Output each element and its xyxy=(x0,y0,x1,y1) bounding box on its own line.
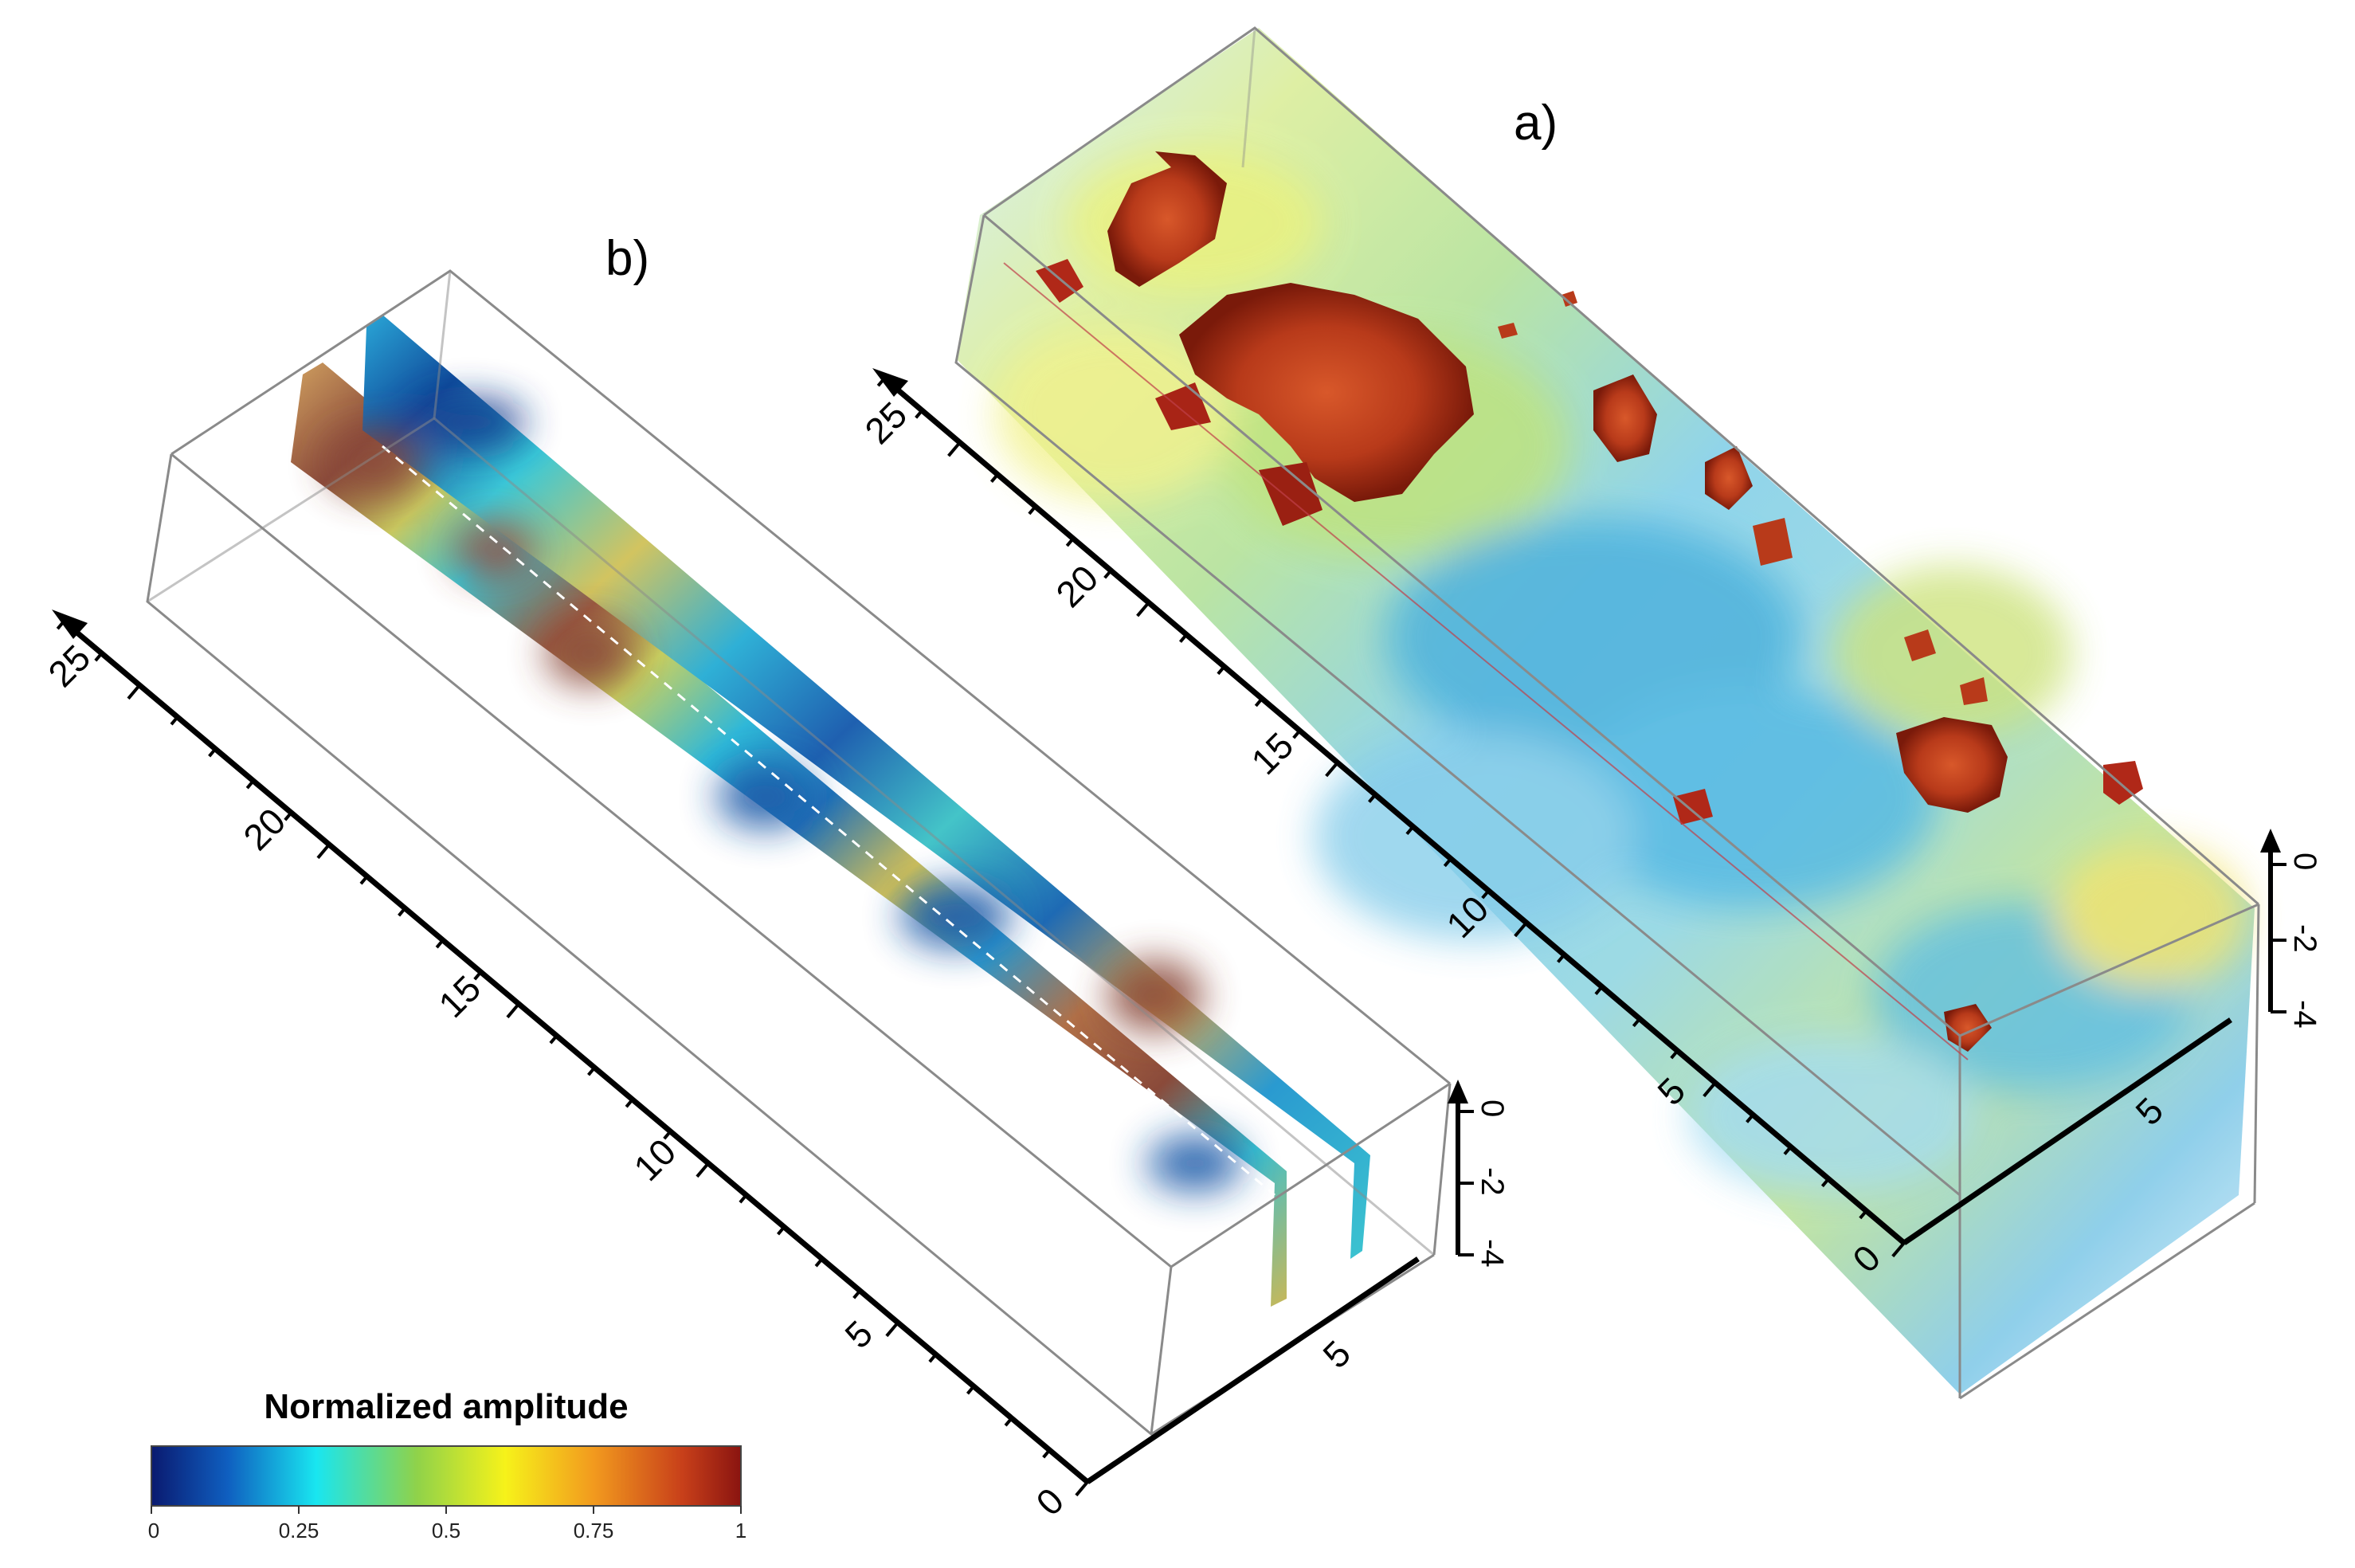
depth-tick-label-b-m2: -2 xyxy=(1475,1167,1510,1196)
axis-tick xyxy=(506,1002,520,1019)
axis-tick xyxy=(1028,505,1037,515)
axis-tick xyxy=(947,441,962,457)
axis-tick xyxy=(625,1098,634,1108)
slice-box xyxy=(146,269,1452,1437)
axis-tick xyxy=(1254,697,1264,708)
axis-tick xyxy=(1004,1417,1013,1427)
axis-tick xyxy=(1368,794,1377,803)
axis-tick xyxy=(1042,1448,1051,1459)
depth-tick-label-a-m4: -4 xyxy=(2287,1000,2322,1029)
colorbar-tick-0: 0 xyxy=(148,1519,159,1543)
axis-tick xyxy=(1481,889,1491,900)
tick-label-a-15: 15 xyxy=(1243,724,1301,782)
vertical-slices xyxy=(291,315,1370,1307)
panel-a-label: a) xyxy=(1514,96,1558,151)
panel-b: b) 0 5 10 15 20 25 5 0 -2 -4 xyxy=(40,231,1510,1523)
axis-tick xyxy=(170,715,179,726)
axis-tick xyxy=(852,1289,861,1299)
axis-tick xyxy=(1065,537,1075,547)
axis-tick xyxy=(663,1130,672,1140)
tick-label-a-20: 20 xyxy=(1048,557,1106,615)
axis-tick xyxy=(549,1034,558,1045)
depth-tick-label-a-m2: -2 xyxy=(2287,924,2322,953)
axis-tick xyxy=(587,1066,596,1076)
axis-tick xyxy=(966,1385,975,1395)
axis-tick xyxy=(1178,633,1188,643)
axis-tick xyxy=(915,409,923,419)
axis-tick xyxy=(1891,1241,1906,1258)
axis-tick xyxy=(473,970,483,981)
axis-tick xyxy=(1405,825,1415,836)
axis-tick xyxy=(1103,569,1112,579)
colorbar-tick-0-75: 0.75 xyxy=(574,1519,614,1543)
colorbar-tick-1: 1 xyxy=(735,1519,746,1543)
axis-tick xyxy=(1292,729,1302,739)
tick-label-b-0: 0 xyxy=(1028,1480,1072,1523)
axis-tick xyxy=(1783,1146,1793,1155)
axis-tick xyxy=(989,473,999,484)
tick-label-b-5: 5 xyxy=(837,1312,880,1356)
colorbar-title: Normalized amplitude xyxy=(264,1387,628,1426)
axis-tick xyxy=(1136,602,1150,617)
axis-tick xyxy=(359,875,369,885)
axis-tick xyxy=(245,779,255,790)
axis-tick xyxy=(1075,1480,1089,1497)
axis-tick xyxy=(814,1257,824,1268)
axis-tick xyxy=(1859,1209,1868,1220)
axis-tick xyxy=(435,939,445,949)
axis-tick xyxy=(398,907,406,917)
axis-tick xyxy=(1632,1017,1641,1028)
length-axis-b: 0 5 10 15 20 25 xyxy=(40,610,1090,1523)
depth-tick-label-b-0: 0 xyxy=(1475,1100,1510,1117)
high-amplitude-bodies xyxy=(1036,151,2143,1052)
axis-tick xyxy=(1746,1113,1754,1123)
colorbar: Normalized amplitude 0 0.25 0.5 0.75 1 xyxy=(148,1387,746,1543)
axis-tick xyxy=(928,1353,938,1363)
panel-a: a) 0 5 10 15 20 25 5 0 -2 -4 xyxy=(856,26,2322,1400)
axis-tick xyxy=(127,684,141,700)
axis-tick xyxy=(1325,761,1339,778)
depth-tick-label-b-m4: -4 xyxy=(1475,1239,1510,1268)
depth-axis-a: 0 -2 -4 xyxy=(2260,829,2322,1029)
axis-tick xyxy=(1217,665,1226,676)
axis-tick xyxy=(696,1162,710,1178)
axis-tick xyxy=(94,652,104,662)
colorbar-tick-0-5: 0.5 xyxy=(432,1519,460,1543)
tick-label-b-10: 10 xyxy=(625,1131,684,1189)
axis-tick xyxy=(777,1225,786,1236)
colorbar-gradient xyxy=(151,1445,742,1507)
axis-tick xyxy=(1820,1178,1830,1188)
axis-tick xyxy=(316,843,331,860)
depth-axis-b: 0 -2 -4 xyxy=(1448,1080,1510,1268)
axis-tick xyxy=(885,1321,899,1338)
axis-tick xyxy=(1557,954,1565,963)
red-guide-line xyxy=(1003,262,1969,1060)
axis-tick xyxy=(1703,1081,1717,1098)
axis-tick xyxy=(739,1194,748,1204)
axis-tick xyxy=(1670,1049,1679,1060)
volume-box xyxy=(954,26,2260,1400)
depth-tick-label-a-0: 0 xyxy=(2287,853,2322,870)
axis-tick xyxy=(208,747,217,758)
colorbar-tick-0-25: 0.25 xyxy=(279,1519,319,1543)
axis-tick xyxy=(284,811,293,821)
axis-tick xyxy=(1594,986,1604,995)
axis-tick xyxy=(1443,857,1452,868)
axis-tick xyxy=(56,620,65,630)
axis-tick xyxy=(1514,921,1528,938)
tick-label-a-25: 25 xyxy=(856,394,915,452)
axis-tick xyxy=(876,377,886,387)
width-tick-label-b-5: 5 xyxy=(1315,1332,1358,1376)
width-axis-b: 5 xyxy=(1086,1256,1420,1484)
panel-b-label: b) xyxy=(605,231,649,286)
tick-label-b-15: 15 xyxy=(430,967,488,1025)
